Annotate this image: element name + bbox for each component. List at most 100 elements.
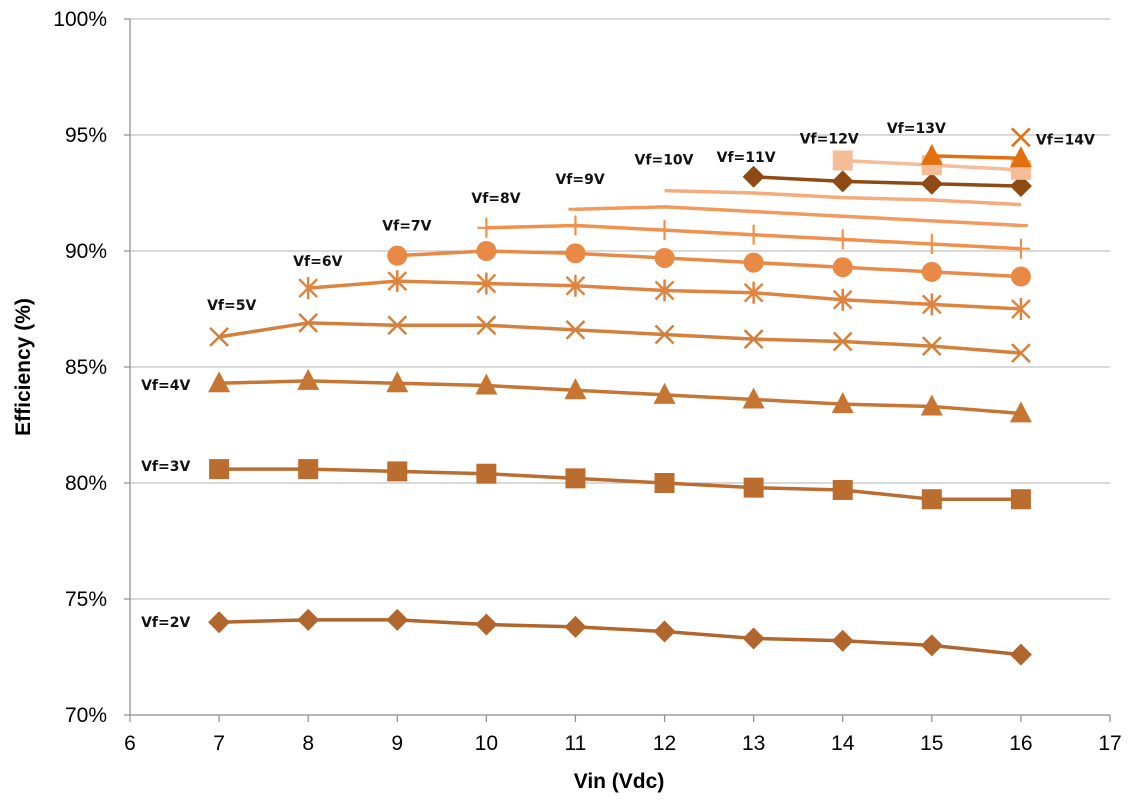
data-point xyxy=(920,394,943,416)
data-point xyxy=(654,324,675,345)
x-tick-label: 6 xyxy=(124,732,136,755)
data-point xyxy=(654,247,675,268)
series-vf-14v xyxy=(1011,127,1031,148)
data-point xyxy=(1010,489,1031,510)
data-point xyxy=(566,215,585,236)
data-point xyxy=(208,371,231,393)
series-labels: Vf=2V Vf=3V Vf=4V Vf=5V Vf=6V Vf=7V Vf=8V Vf=9V… xyxy=(141,121,1095,631)
data-point xyxy=(1009,146,1032,168)
series-label: Vf=9V xyxy=(555,172,604,188)
series-vf-5v xyxy=(209,313,1031,363)
series-label: Vf=6V xyxy=(293,254,342,270)
data-point xyxy=(921,336,942,357)
series-label: Vf=10V xyxy=(635,153,694,169)
data-point xyxy=(297,608,320,631)
data-point xyxy=(476,241,497,261)
y-tick-label: 80% xyxy=(65,472,107,495)
data-point xyxy=(920,143,943,165)
data-point xyxy=(742,387,765,409)
data-point xyxy=(565,468,586,489)
data-point xyxy=(921,261,942,282)
x-tick-label: 16 xyxy=(1009,732,1032,755)
data-point xyxy=(653,382,676,404)
series-line xyxy=(664,188,1022,207)
series-vf-6v xyxy=(298,270,1031,320)
series-label: Vf=5V xyxy=(207,298,256,314)
data-point xyxy=(832,288,853,311)
data-point xyxy=(832,150,853,171)
series-line xyxy=(397,249,1022,279)
series-label: Vf=12V xyxy=(800,132,859,148)
data-point xyxy=(743,329,764,350)
data-point xyxy=(743,281,764,304)
series-vf-11v xyxy=(742,165,1032,198)
series-line xyxy=(219,467,1021,501)
series-line xyxy=(219,379,1022,416)
data-point xyxy=(743,252,764,273)
data-point xyxy=(1011,238,1030,259)
series-label: Vf=13V xyxy=(887,121,946,137)
data-point xyxy=(1009,401,1032,423)
data-point xyxy=(831,392,854,414)
x-tick-label: 7 xyxy=(213,732,225,755)
data-point xyxy=(921,293,942,316)
series-line xyxy=(219,618,1022,657)
data-point xyxy=(298,459,319,480)
series-line xyxy=(753,175,1021,188)
series-label: Vf=4V xyxy=(141,378,190,394)
data-point xyxy=(653,620,676,643)
data-point xyxy=(920,172,943,195)
x-axis-title: Vin (Vdc) xyxy=(574,770,665,793)
y-tick-label: 95% xyxy=(65,124,107,147)
data-point xyxy=(387,245,408,266)
data-point xyxy=(565,243,586,264)
y-tick-label: 75% xyxy=(65,588,107,611)
series-line xyxy=(575,205,1022,228)
data-point xyxy=(387,461,408,482)
data-point xyxy=(833,229,852,250)
series-line xyxy=(931,154,1021,160)
x-tick-label: 12 xyxy=(653,732,676,755)
y-axis-title: Efficiency (%) xyxy=(12,298,35,436)
data-point xyxy=(832,479,853,500)
data-point xyxy=(208,611,231,634)
series-label: Vf=2V xyxy=(141,615,190,631)
series-label: Vf=7V xyxy=(382,219,431,235)
data-point xyxy=(654,279,675,302)
data-point xyxy=(476,272,497,295)
series-vf-10v xyxy=(664,188,1022,207)
data-point xyxy=(1009,643,1032,666)
gridlines xyxy=(130,18,1110,600)
data-point xyxy=(298,313,319,333)
axes xyxy=(124,18,1111,722)
x-tick-label: 17 xyxy=(1098,732,1121,755)
y-tick-label: 70% xyxy=(65,704,107,727)
data-point xyxy=(1010,266,1031,287)
data-point xyxy=(1009,175,1032,198)
data-point xyxy=(477,217,496,238)
series-label: Vf=11V xyxy=(717,150,776,166)
series-vf-13v xyxy=(920,143,1032,168)
data-point xyxy=(564,378,587,400)
series-layer xyxy=(208,127,1032,666)
data-point xyxy=(1011,298,1031,320)
x-tick-label: 8 xyxy=(302,732,314,755)
data-point xyxy=(476,463,497,484)
data-point xyxy=(832,331,853,352)
data-point xyxy=(655,220,674,241)
series-vf-3v xyxy=(209,459,1031,510)
y-tick-label: 90% xyxy=(65,240,107,263)
data-point xyxy=(209,459,230,480)
series-vf-8v xyxy=(477,215,1030,259)
series-line xyxy=(218,321,1022,355)
data-point xyxy=(565,319,586,340)
data-point xyxy=(832,257,853,278)
data-point xyxy=(475,373,498,395)
data-point xyxy=(387,270,408,293)
x-tick-label: 15 xyxy=(920,732,943,755)
data-point xyxy=(387,315,408,336)
data-point xyxy=(744,224,763,245)
y-tick-label: 85% xyxy=(65,356,107,379)
data-point xyxy=(1011,127,1031,148)
